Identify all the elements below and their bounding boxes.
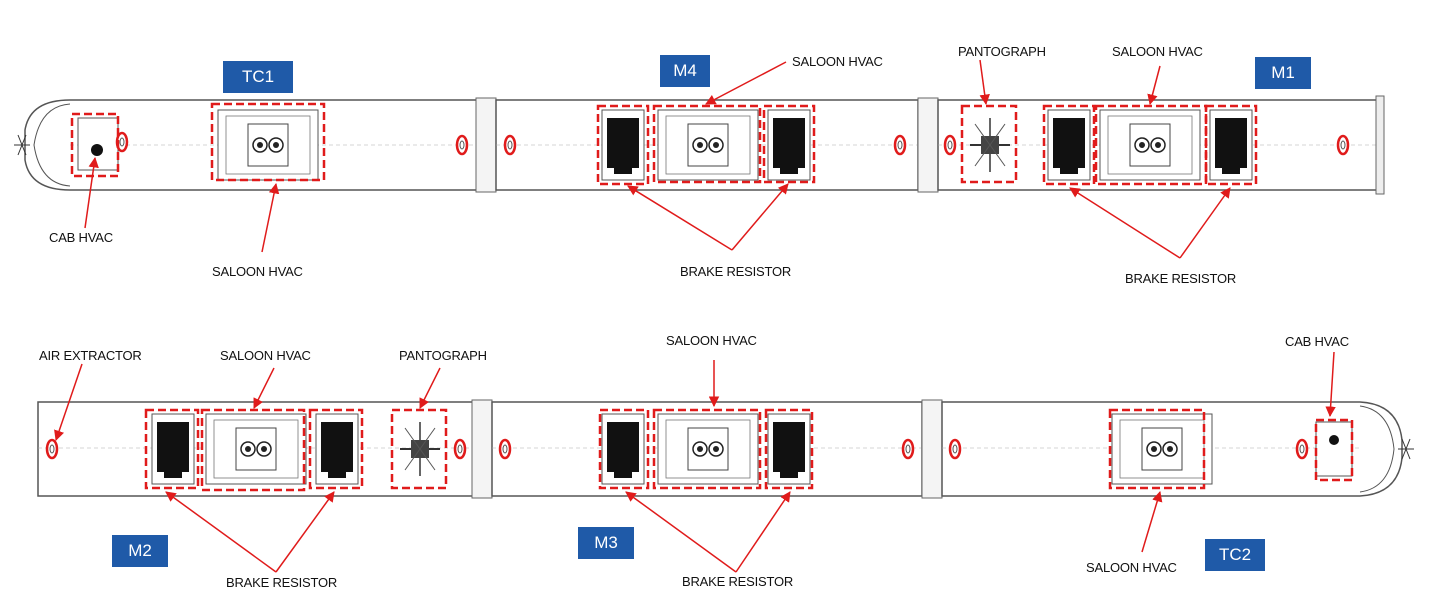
- box-brake-m1-b: [1204, 104, 1258, 186]
- car-tag-m4: M4: [660, 55, 710, 87]
- box-saloon-hvac-tc1: [210, 102, 326, 182]
- car-tag-m3: M3: [578, 527, 634, 559]
- box-cab-hvac-tc2: [1314, 418, 1354, 482]
- box-brake-m1-a: [1042, 104, 1096, 186]
- box-saloon-hvac-tc2: [1108, 408, 1206, 490]
- label-saloon-hvac-m4: SALOON HVAC: [792, 54, 883, 69]
- label-pantograph-m1: PANTOGRAPH: [958, 44, 1046, 59]
- label-brake-resistor-m2: BRAKE RESISTOR: [226, 575, 338, 590]
- label-saloon-hvac-m1: SALOON HVAC: [1112, 44, 1203, 59]
- car-tag-tc1: TC1: [223, 61, 293, 93]
- label-saloon-hvac-m2: SALOON HVAC: [220, 348, 311, 363]
- car-tag-tc2: TC2: [1205, 539, 1265, 571]
- label-air-extractor: AIR EXTRACTOR: [39, 348, 142, 363]
- car-tag-m1: M1: [1255, 57, 1311, 89]
- box-saloon-hvac-m4: [652, 104, 762, 184]
- box-brake-m3-a: [598, 408, 650, 490]
- box-saloon-hvac-m2: [200, 408, 306, 492]
- box-pantograph-m2: [390, 408, 448, 490]
- top-train: [14, 59, 1385, 259]
- box-cab-hvac-tc1: [70, 112, 120, 178]
- bottom-train: [37, 351, 1414, 573]
- label-saloon-hvac-m3: SALOON HVAC: [666, 333, 757, 348]
- label-pantograph-m2: PANTOGRAPH: [399, 348, 487, 363]
- box-brake-m2-a: [144, 408, 200, 490]
- box-brake-m4-b: [762, 104, 816, 184]
- label-brake-resistor-m1: BRAKE RESISTOR: [1125, 271, 1237, 286]
- label-brake-resistor-m3: BRAKE RESISTOR: [682, 574, 794, 589]
- box-brake-m4-a: [596, 104, 650, 186]
- box-saloon-hvac-m3: [652, 408, 762, 490]
- label-saloon-hvac-tc2: SALOON HVAC: [1086, 560, 1177, 575]
- label-saloon-hvac-tc1: SALOON HVAC: [212, 264, 303, 279]
- box-brake-m2-b: [308, 408, 364, 490]
- box-pantograph-m1: [960, 104, 1018, 184]
- label-brake-resistor-m4: BRAKE RESISTOR: [680, 264, 792, 279]
- label-cab-hvac-tc1: CAB HVAC: [49, 230, 113, 245]
- label-cab-hvac-tc2: CAB HVAC: [1285, 334, 1349, 349]
- car-tag-m2: M2: [112, 535, 168, 567]
- box-brake-m3-b: [764, 408, 814, 490]
